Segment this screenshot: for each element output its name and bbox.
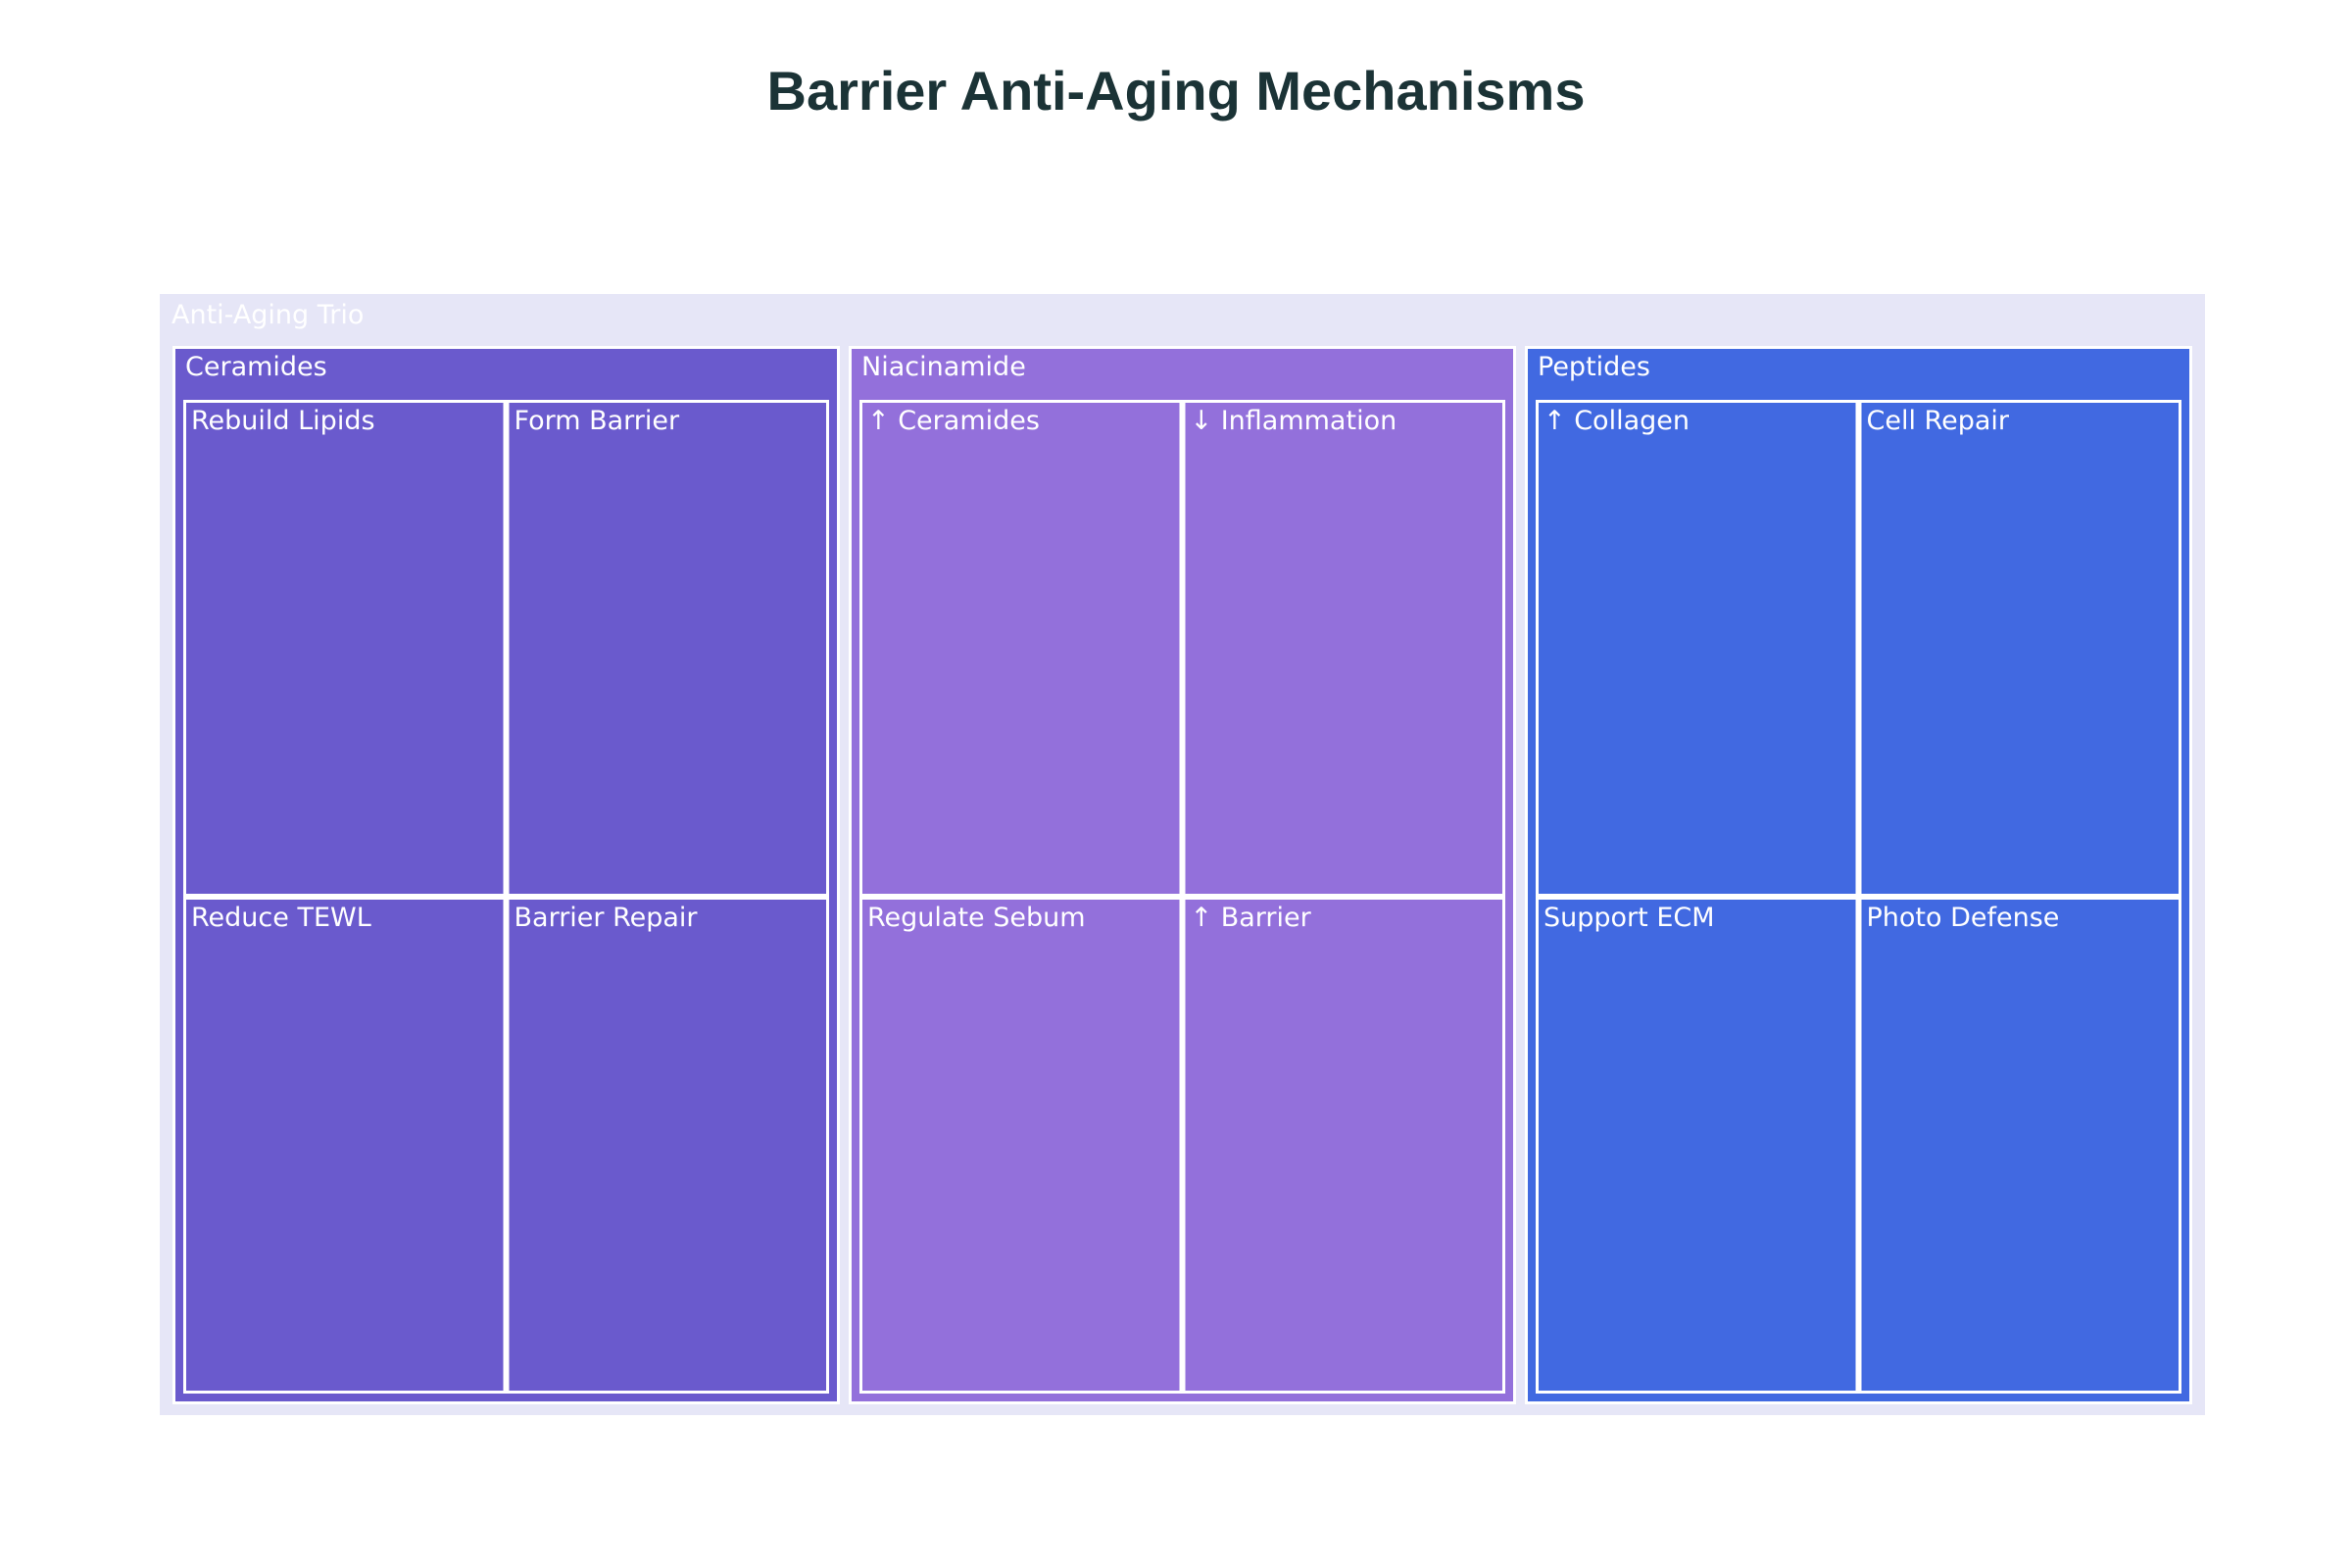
- treemap-leaf-label-ceramides-form-barrier: Form Barrier: [514, 406, 681, 436]
- treemap-leaf-label-peptides-collagen: ↑ Collagen: [1544, 406, 1690, 436]
- treemap-leaf-niacinamide-regulate-sebum: [859, 897, 1183, 1394]
- treemap-leaf-niacinamide-ceramides: [859, 400, 1183, 897]
- treemap-group-label-niacinamide: Niacinamide: [861, 352, 1026, 382]
- treemap-leaf-label-niacinamide-inflammation: ↓ Inflammation: [1191, 406, 1397, 436]
- treemap-leaf-ceramides-reduce-tewl: [183, 897, 507, 1394]
- treemap-leaf-peptides-support-ecm: [1536, 897, 1859, 1394]
- treemap-leaf-label-niacinamide-regulate-sebum: Regulate Sebum: [867, 903, 1086, 933]
- treemap-leaf-label-ceramides-rebuild-lipids: Rebuild Lipids: [191, 406, 375, 436]
- treemap-leaf-niacinamide-inflammation: [1182, 400, 1505, 897]
- treemap-leaf-label-peptides-support-ecm: Support ECM: [1544, 903, 1715, 933]
- treemap-leaf-label-ceramides-barrier-repair: Barrier Repair: [514, 903, 699, 933]
- treemap-leaf-label-niacinamide-barrier: ↑ Barrier: [1191, 903, 1312, 933]
- chart-title: Barrier Anti-Aging Mechanisms: [766, 60, 1586, 122]
- treemap-leaf-peptides-collagen: [1536, 400, 1859, 897]
- treemap-leaf-label-peptides-photo-defense: Photo Defense: [1867, 903, 2060, 933]
- treemap-leaf-ceramides-form-barrier: [506, 400, 829, 897]
- treemap-leaf-label-ceramides-reduce-tewl: Reduce TEWL: [191, 903, 371, 933]
- treemap-leaf-label-niacinamide-ceramides: ↑ Ceramides: [867, 406, 1040, 436]
- treemap-leaf-niacinamide-barrier: [1182, 897, 1505, 1394]
- treemap-root-label: Anti-Aging Trio: [172, 300, 364, 330]
- treemap-group-label-ceramides: Ceramides: [185, 352, 327, 382]
- treemap-group-label-peptides: Peptides: [1538, 352, 1650, 382]
- treemap-leaf-peptides-cell-repair: [1858, 400, 2181, 897]
- treemap-leaf-ceramides-barrier-repair: [506, 897, 829, 1394]
- treemap-leaf-ceramides-rebuild-lipids: [183, 400, 507, 897]
- treemap-leaf-label-peptides-cell-repair: Cell Repair: [1867, 406, 2010, 436]
- treemap-leaf-peptides-photo-defense: [1858, 897, 2181, 1394]
